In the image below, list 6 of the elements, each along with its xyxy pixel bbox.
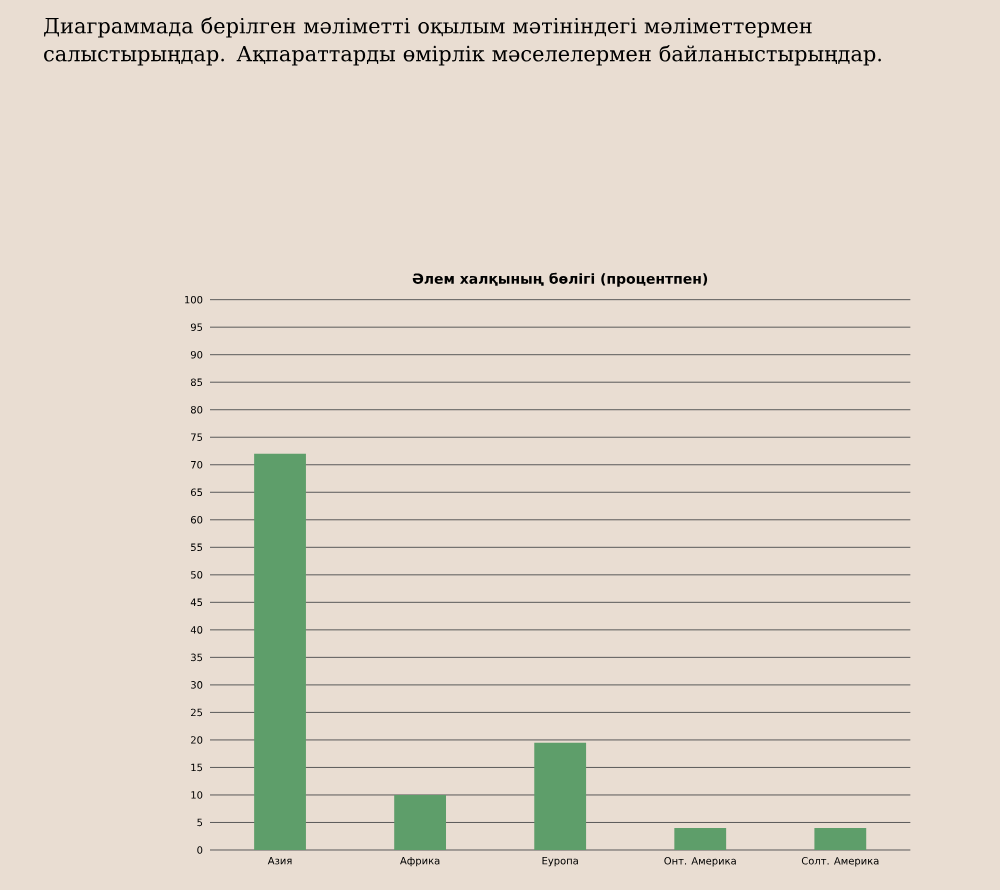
bar — [394, 794, 447, 850]
bar — [674, 827, 727, 850]
bar — [254, 453, 306, 850]
text: Диаграммада берілген мәліметті оқылым мәтініндегі мәліметтермен салыстырыңдар. Ақпараттарды өмірлік мәселелермен байланыстырыңдар. — [44, 17, 881, 66]
bar — [534, 742, 587, 850]
bar — [814, 827, 867, 850]
